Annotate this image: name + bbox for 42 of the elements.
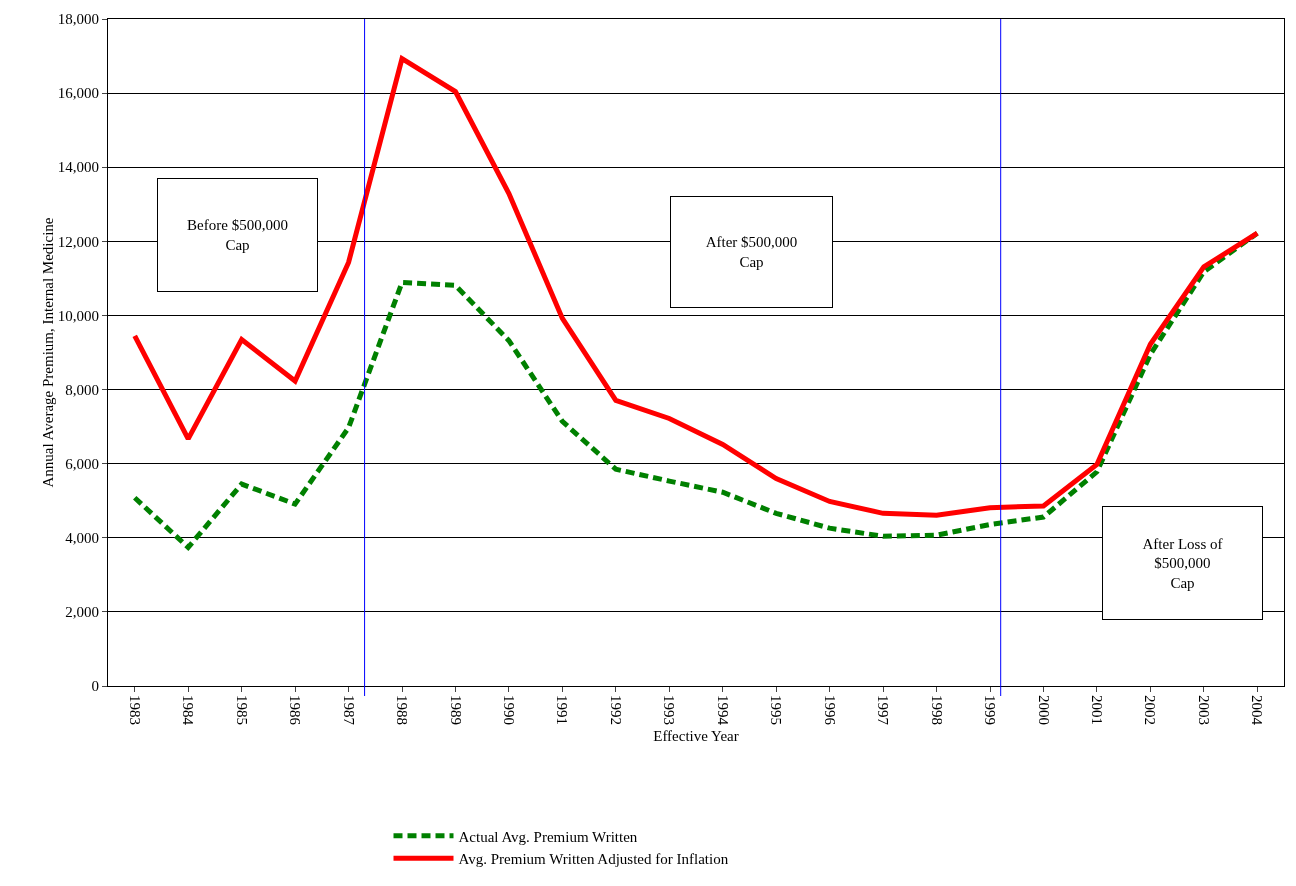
x-tick-label: 1990 — [501, 695, 518, 725]
text-box: After Loss of $500,000 Cap — [1102, 506, 1263, 620]
annotation: After $500,000 Cap — [705, 234, 798, 270]
x-tick-label: 1986 — [287, 695, 304, 726]
y-tick-label: 18,000 — [57, 11, 99, 28]
y-tick-label: 16,000 — [57, 85, 99, 102]
x-tick-label: 1988 — [394, 695, 411, 725]
y-tick-label: 14,000 — [57, 159, 99, 176]
x-tick-label: 1987 — [340, 695, 357, 726]
x-tick-label: 1997 — [875, 695, 892, 726]
y-tick-label: 10,000 — [57, 307, 99, 324]
x-tick-label: 1989 — [447, 695, 464, 725]
text-box: Before $500,000 Cap — [157, 178, 318, 292]
y-tick-label: 2,000 — [65, 604, 99, 621]
y-tick-label: 4,000 — [65, 530, 99, 547]
x-tick-label: 2000 — [1035, 695, 1052, 725]
x-tick-label: 1998 — [928, 695, 945, 725]
x-tick-label: 1992 — [607, 695, 624, 725]
y-tick-label: 0 — [91, 678, 99, 695]
x-axis-title: Effective Year — [653, 728, 739, 744]
x-tick-label: 2004 — [1249, 695, 1266, 726]
x-tick-label: 1995 — [768, 695, 785, 725]
x-tick-label: 1984 — [180, 695, 197, 726]
x-tick-label: 2002 — [1142, 695, 1159, 725]
x-tick-label: 1999 — [982, 695, 999, 725]
y-tick-label: 8,000 — [65, 381, 99, 398]
x-tick-label: 2003 — [1195, 695, 1212, 725]
annotation: After Loss of $500,000 Cap — [1142, 535, 1223, 591]
x-tick-label: 1994 — [714, 695, 731, 726]
legend-label: Avg. Premium Written Adjusted for Inflation — [458, 851, 729, 867]
x-tick-label: 1991 — [554, 695, 571, 725]
y-axis-title: Annual Average Premium, Internal Medicine — [39, 217, 56, 488]
x-tick-label: 1983 — [126, 695, 143, 725]
x-tick-label: 1985 — [233, 695, 250, 725]
text-box: After $500,000 Cap — [670, 196, 833, 308]
x-tick-label: 1993 — [661, 695, 678, 725]
y-tick-label: 12,000 — [57, 233, 99, 250]
y-tick-label: 6,000 — [65, 455, 99, 472]
legend-label: Actual Avg. Premium Written — [458, 828, 638, 845]
x-tick-label: 2001 — [1089, 695, 1106, 725]
annotation: Before $500,000 Cap — [187, 217, 288, 253]
x-tick-label: 1996 — [821, 695, 838, 726]
